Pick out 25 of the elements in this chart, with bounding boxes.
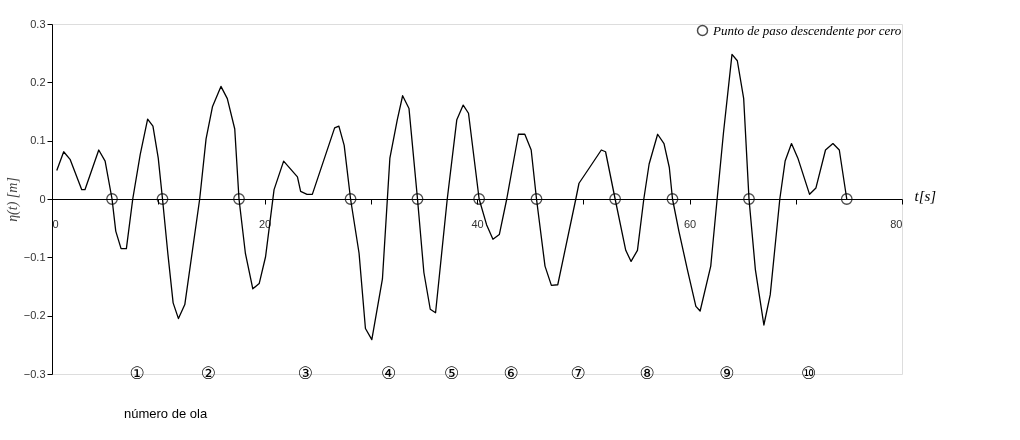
annotation: ⑨ (719, 363, 735, 383)
y-tick-label: 0.2 (30, 75, 46, 88)
y-tick-label: 0.1 (30, 134, 46, 147)
y-tick-label: 0 (39, 192, 46, 205)
annotation: ⑧ (639, 363, 655, 383)
legend-label: Punto de paso descendente por cero (712, 22, 902, 38)
y-tick-label: −0.2 (23, 309, 46, 322)
y-tick-label: −0.1 (23, 250, 46, 263)
x-tick-label: 80 (890, 217, 903, 230)
annotation: ① (129, 363, 145, 383)
x-tick-label: 40 (471, 217, 484, 230)
text: número de ola (124, 406, 208, 421)
annotation: ⑦ (570, 363, 586, 383)
x-tick-label: 60 (683, 217, 697, 230)
annotation: ⑩ (800, 363, 817, 383)
x-axis-title: t[s] (914, 187, 937, 204)
y-tick-label: 0.3 (30, 17, 46, 30)
annotation: ③ (297, 363, 313, 383)
x-tick-label: 0 (52, 217, 59, 230)
annotation: ⑤ (443, 363, 460, 383)
annotation: ④ (380, 363, 397, 383)
y-axis-title: η(t) [m] (4, 177, 21, 222)
annotation: ⑥ (503, 363, 519, 383)
annotation: ② (200, 363, 217, 383)
y-tick-label: −0.3 (23, 367, 46, 380)
